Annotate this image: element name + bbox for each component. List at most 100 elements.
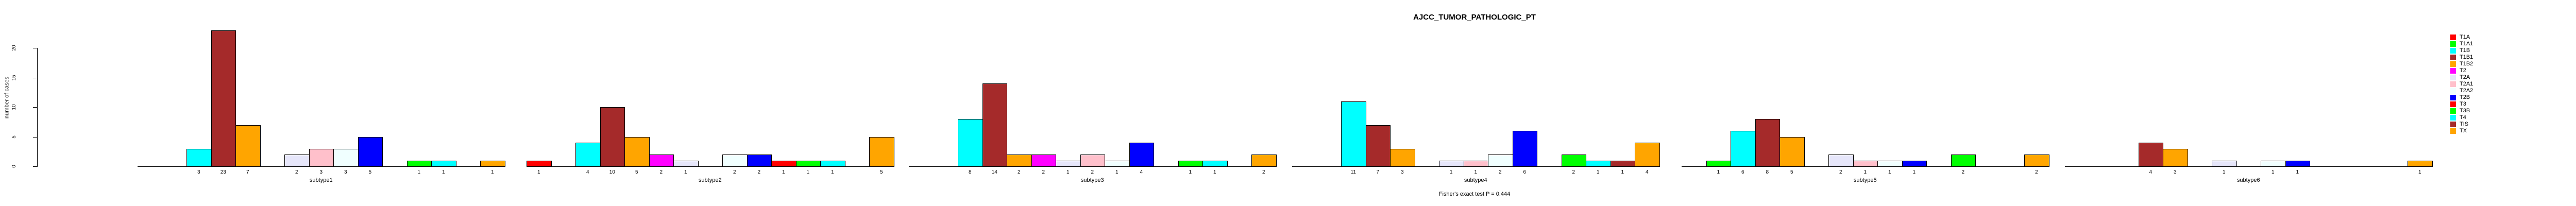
legend-label: T1A bbox=[2460, 34, 2470, 40]
bar-subtype4-T2A1 bbox=[1463, 160, 1488, 167]
legend-label: T2A2 bbox=[2460, 88, 2473, 94]
bar-subtype5-T1B bbox=[1731, 131, 1756, 167]
bar-subtype5-TX bbox=[2024, 154, 2049, 167]
bar-subtype2-T3B bbox=[795, 160, 821, 167]
bar-subtype3-T4 bbox=[1202, 160, 1228, 167]
bar-value-label: 2 bbox=[659, 169, 663, 175]
bar-subtype1-T2B bbox=[358, 136, 383, 167]
bar-subtype3-T3B bbox=[1178, 160, 1203, 167]
panel-label-subtype6: subtype6 bbox=[2236, 177, 2260, 183]
legend-swatch bbox=[2450, 115, 2456, 121]
bar-subtype2-T4 bbox=[820, 160, 845, 167]
bar-value-label: 10 bbox=[609, 169, 615, 175]
bar-value-label: 1 bbox=[1596, 169, 1600, 175]
legend-swatch bbox=[2450, 128, 2456, 134]
panel-label-subtype5: subtype5 bbox=[1853, 177, 1877, 183]
bar-subtype4-T2A2 bbox=[1488, 154, 1513, 167]
bar-value-label: 1 bbox=[1888, 169, 1891, 175]
bar-subtype1-T4 bbox=[431, 160, 456, 167]
legend-label: T4 bbox=[2460, 114, 2466, 121]
bar-subtype6-T2A bbox=[2212, 160, 2237, 167]
legend-label: T2A1 bbox=[2460, 81, 2473, 87]
bar-value-label: 6 bbox=[1523, 169, 1527, 175]
bar-subtype4-T3B bbox=[1561, 154, 1586, 167]
bar-value-label: 1 bbox=[442, 169, 445, 175]
bar-subtype6-TX bbox=[2408, 160, 2433, 167]
bar-subtype1-T3B bbox=[406, 160, 432, 167]
y-axis-tick-label: 20 bbox=[11, 45, 17, 51]
bar-subtype5-T2A1 bbox=[1853, 160, 1878, 167]
y-axis-title: number of cases bbox=[4, 76, 10, 119]
bar-subtype2-T2 bbox=[649, 154, 674, 167]
x-axis-line bbox=[2065, 166, 2432, 167]
bar-subtype6-T2A2 bbox=[2261, 160, 2286, 167]
fisher-test-annotation: Fisher's exact test P = 0.444 bbox=[1438, 191, 1511, 197]
panel-label-subtype2: subtype2 bbox=[698, 177, 722, 183]
bar-subtype5-T2B bbox=[1902, 160, 1927, 167]
bar-value-label: 4 bbox=[1645, 169, 1649, 175]
legend-label: T1A1 bbox=[2460, 41, 2473, 47]
bar-subtype1-T1B1 bbox=[211, 30, 236, 167]
bar-value-label: 1 bbox=[1912, 169, 1916, 175]
legend-swatch bbox=[2450, 61, 2456, 67]
bar-value-label: 2 bbox=[295, 169, 298, 175]
bar-subtype2-T3 bbox=[771, 160, 796, 167]
bar-subtype2-T1B2 bbox=[624, 136, 650, 167]
bar-subtype5-T1A1 bbox=[1706, 160, 1731, 167]
bar-value-label: 1 bbox=[537, 169, 540, 175]
bar-subtype5-T2A2 bbox=[1877, 160, 1903, 167]
bar-subtype4-T1B bbox=[1341, 101, 1366, 167]
bar-value-label: 5 bbox=[1790, 169, 1793, 175]
bar-value-label: 6 bbox=[1741, 169, 1744, 175]
x-axis-line bbox=[527, 166, 894, 167]
y-axis-line bbox=[37, 48, 38, 167]
bar-value-label: 1 bbox=[490, 169, 494, 175]
bar-subtype1-T2A bbox=[284, 154, 310, 167]
bar-value-label: 1 bbox=[1474, 169, 1478, 175]
panel-label-subtype4: subtype4 bbox=[1464, 177, 1487, 183]
y-axis-tick-label: 5 bbox=[11, 135, 17, 139]
bar-value-label: 3 bbox=[197, 169, 200, 175]
panel-label-subtype3: subtype3 bbox=[1080, 177, 1104, 183]
bar-value-label: 3 bbox=[319, 169, 323, 175]
legend-swatch bbox=[2450, 55, 2456, 60]
legend-label: T3B bbox=[2460, 108, 2470, 114]
bar-subtype5-T1B2 bbox=[1780, 136, 1805, 167]
legend-swatch bbox=[2450, 122, 2456, 127]
bar-subtype3-T2A2 bbox=[1105, 160, 1130, 167]
bar-subtype5-T2A bbox=[1828, 154, 1854, 167]
bar-value-label: 1 bbox=[2271, 169, 2275, 175]
bar-value-label: 1 bbox=[417, 169, 421, 175]
bar-subtype4-T1B1 bbox=[1365, 125, 1391, 167]
bar-value-label: 2 bbox=[1017, 169, 1021, 175]
y-axis-tick-label: 10 bbox=[11, 104, 17, 110]
bar-value-label: 2 bbox=[757, 169, 761, 175]
bar-subtype3-TX bbox=[1251, 154, 1277, 167]
bar-value-label: 1 bbox=[1115, 169, 1118, 175]
legend-label: T2 bbox=[2460, 67, 2466, 74]
legend-label: T1B bbox=[2460, 47, 2470, 54]
bar-subtype3-T1B bbox=[958, 119, 983, 167]
bar-value-label: 1 bbox=[1621, 169, 1624, 175]
bar-value-label: 3 bbox=[2173, 169, 2177, 175]
legend-label: T1B2 bbox=[2460, 61, 2473, 67]
bar-subtype3-T1B1 bbox=[982, 83, 1007, 167]
bar-value-label: 1 bbox=[2296, 169, 2299, 175]
bar-value-label: 1 bbox=[2222, 169, 2226, 175]
chart-title: AJCC_TUMOR_PATHOLOGIC_PT bbox=[1413, 13, 1536, 22]
bar-subtype4-T2A bbox=[1439, 160, 1464, 167]
bar-value-label: 1 bbox=[1213, 169, 1216, 175]
bar-subtype5-T3B bbox=[1951, 154, 1976, 167]
bar-value-label: 8 bbox=[968, 169, 972, 175]
bar-value-label: 1 bbox=[1449, 169, 1453, 175]
bar-value-label: 3 bbox=[1400, 169, 1404, 175]
legend-label: T3 bbox=[2460, 101, 2466, 107]
bar-subtype5-T1B1 bbox=[1755, 119, 1780, 167]
bar-subtype1-T1B bbox=[187, 148, 212, 167]
bar-value-label: 4 bbox=[586, 169, 589, 175]
bar-subtype2-T1A bbox=[527, 160, 552, 167]
bar-value-label: 5 bbox=[635, 169, 638, 175]
bar-subtype4-T2B bbox=[1512, 131, 1537, 167]
legend-swatch bbox=[2450, 95, 2456, 100]
